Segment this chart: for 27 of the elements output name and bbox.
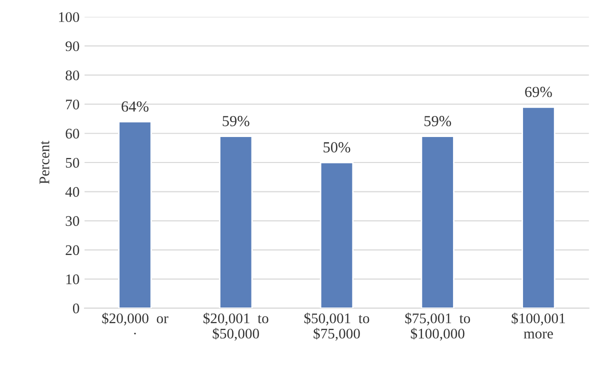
y-tick-label: 100 <box>59 12 80 22</box>
y-tick-label: 50 <box>66 158 80 168</box>
data-label: 64% <box>122 101 148 112</box>
data-label: 59% <box>424 116 452 126</box>
y-tick-label: 0 <box>72 304 80 314</box>
bar <box>420 136 454 308</box>
x-tick-label: $100,001 more <box>512 312 565 339</box>
y-tick-label: 60 <box>66 128 80 139</box>
x-tick-label: $20,001 to $50,000 <box>203 312 268 341</box>
data-label: 69% <box>525 86 552 98</box>
y-tick-label: 30 <box>66 216 80 226</box>
x-tick-label: $20,000 or · <box>102 312 168 334</box>
bar <box>320 162 354 308</box>
data-label: 50% <box>324 142 350 153</box>
x-tick-label: $50,001 to $75,000 <box>304 312 370 341</box>
data-label: 59% <box>222 116 250 126</box>
x-tick-label: $75,001 to $100,000 <box>405 312 470 341</box>
bar <box>219 136 253 308</box>
y-tick-label: 70 <box>66 100 80 110</box>
y-tick-label: 90 <box>66 41 80 52</box>
bar <box>118 121 152 308</box>
y-tick-label: 40 <box>65 187 80 197</box>
bar <box>522 106 556 308</box>
y-axis-title: Percent <box>40 140 50 184</box>
y-tick-label: 80 <box>66 70 80 80</box>
y-tick-label: 20 <box>66 245 80 256</box>
y-tick-label: 10 <box>66 274 80 284</box>
